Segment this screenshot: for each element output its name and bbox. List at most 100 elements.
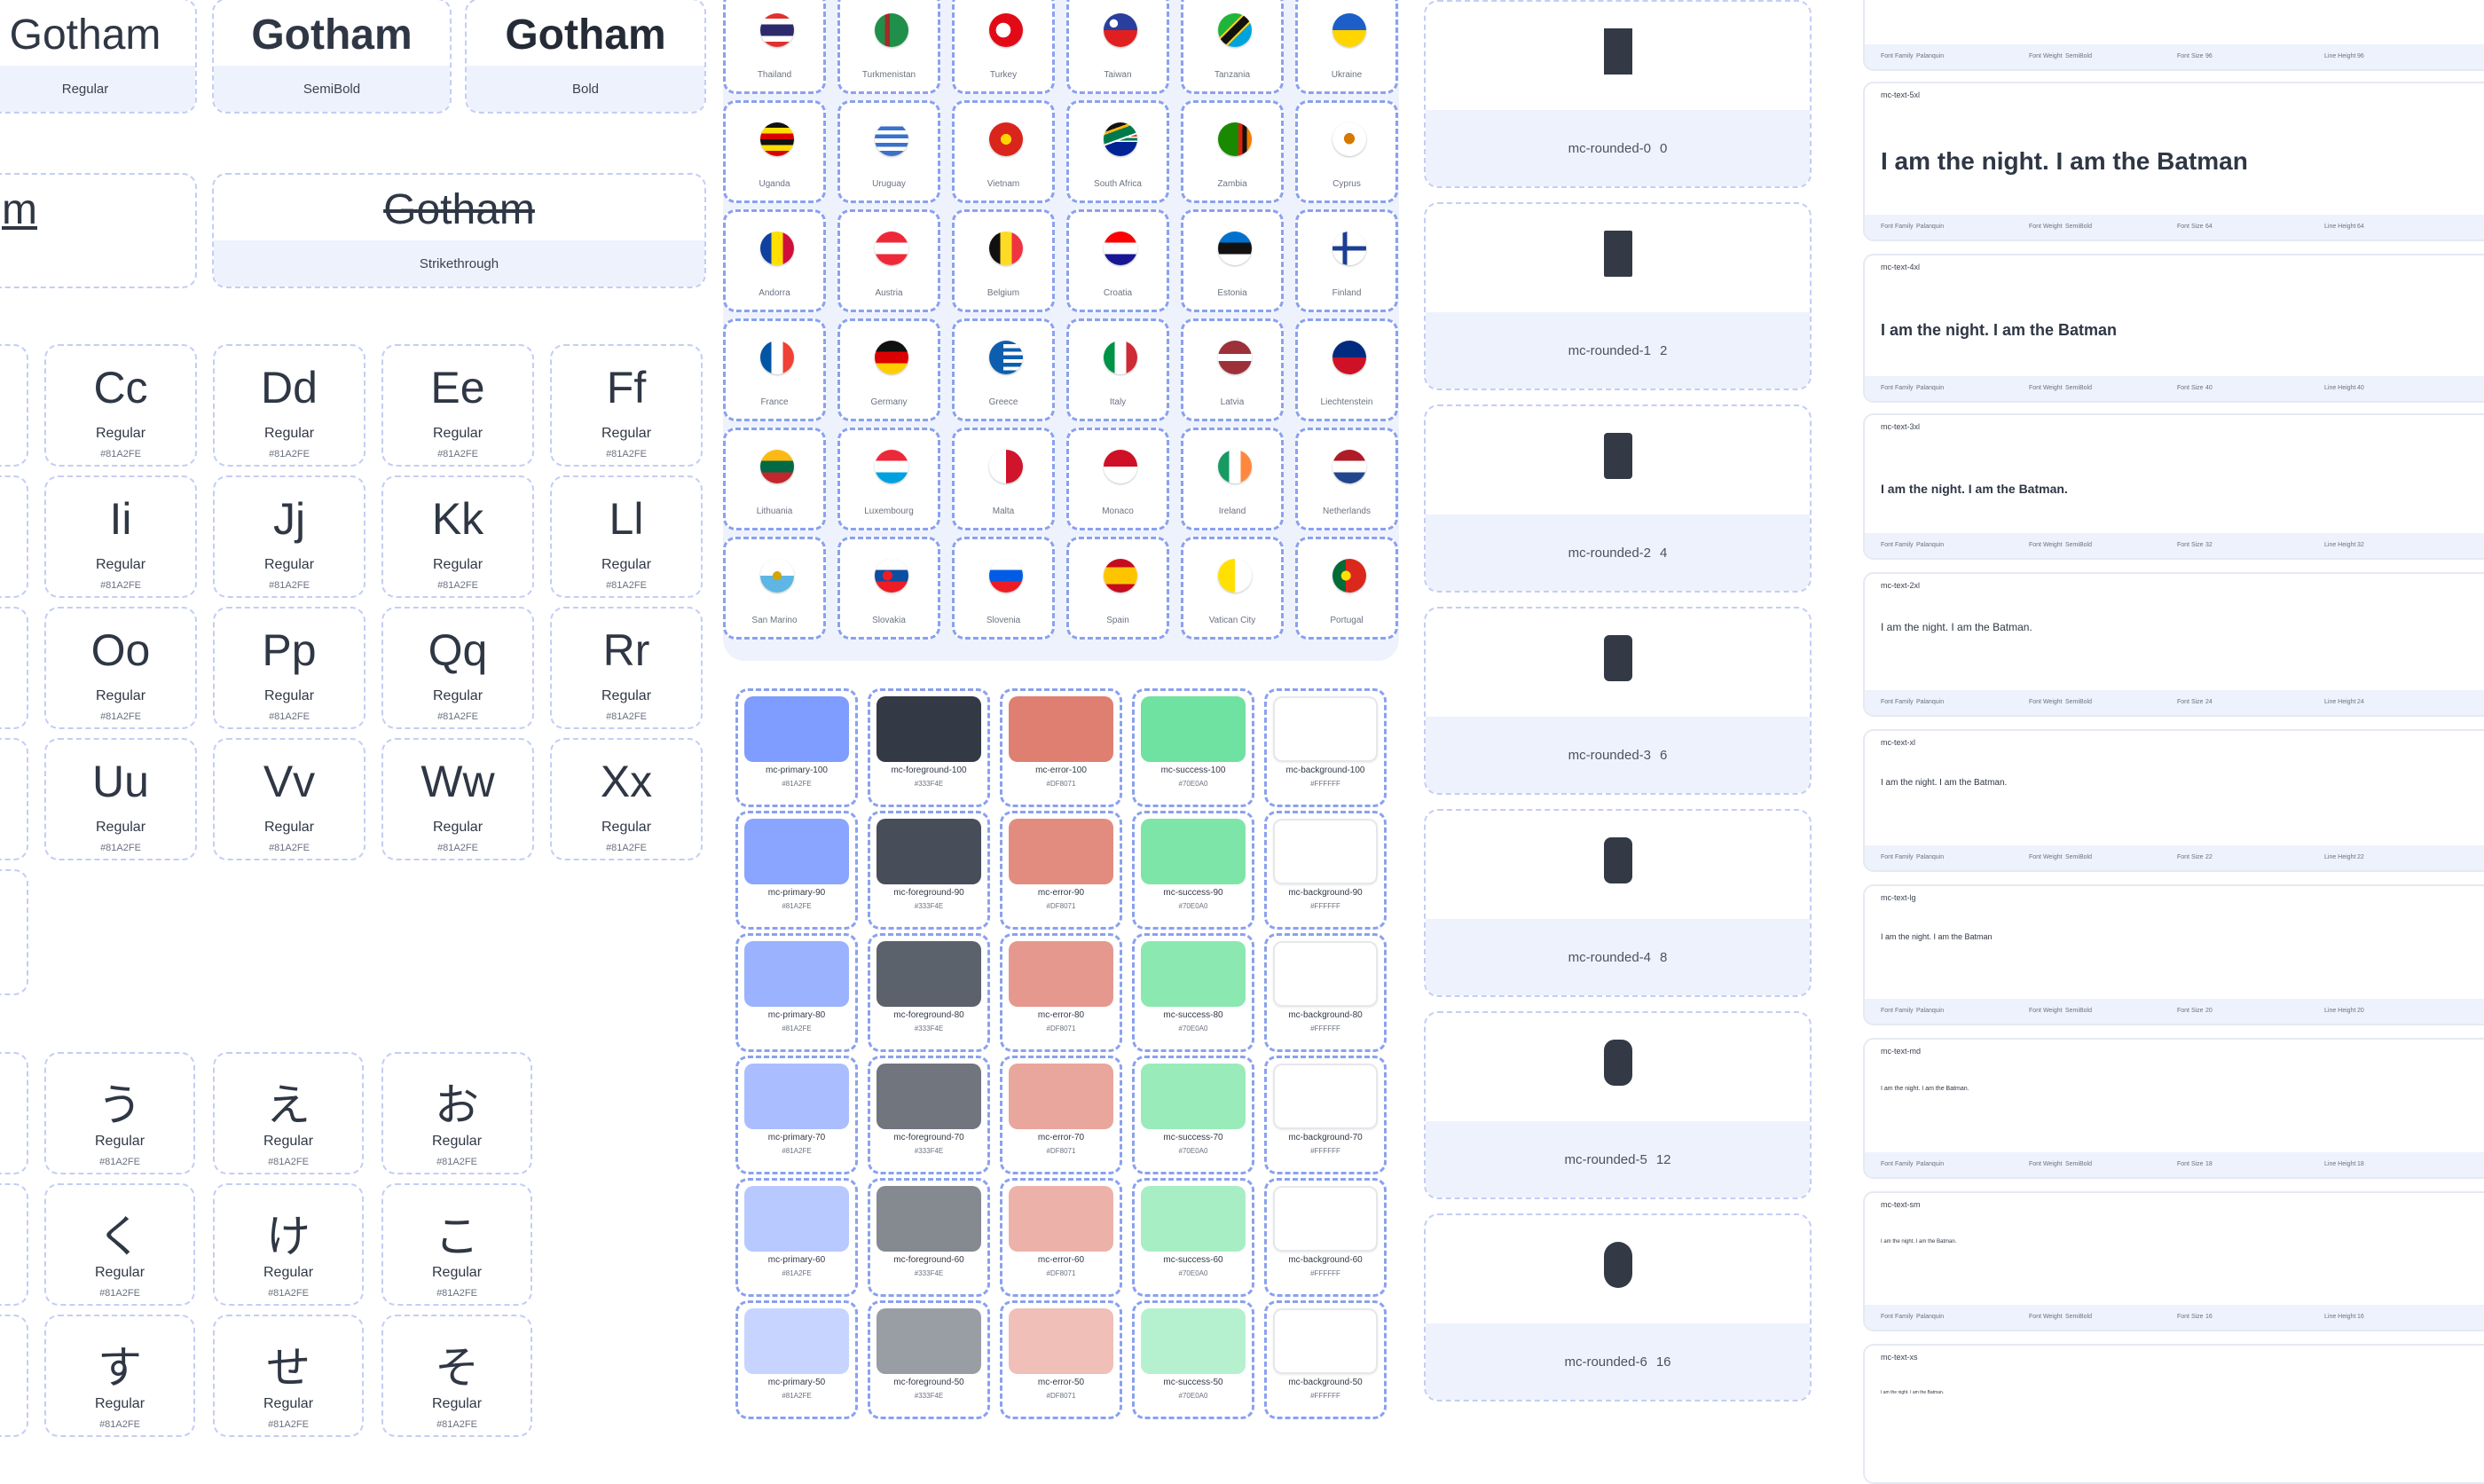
- glyph-weight: Regular: [263, 820, 315, 835]
- color-swatch[interactable]: mc-foreground-50 #333F4E: [868, 1300, 990, 1419]
- rounded-value: 6: [1660, 747, 1668, 763]
- type-meta-text: Font Size: [2177, 854, 2204, 860]
- glyph-sample: Qq: [428, 625, 488, 675]
- color-swatch[interactable]: mc-success-70 #70E0A0: [1132, 1056, 1254, 1174]
- swatch-token-name: mc-foreground-70: [893, 1133, 964, 1142]
- finland-flag-icon: [1332, 232, 1366, 265]
- glyph-weight: Regular: [263, 1396, 314, 1411]
- france-flag-icon: [760, 341, 794, 374]
- color-swatch[interactable]: mc-error-80 #DF8071: [1000, 933, 1122, 1052]
- swatch-color-box: [744, 1064, 849, 1129]
- swatch-color-box: [1141, 1064, 1246, 1129]
- greece-flag-icon: [989, 341, 1023, 374]
- type-meta-text: 18: [2357, 1161, 2364, 1167]
- swatch-color-box: [1141, 1308, 1246, 1374]
- type-meta-text: 24: [2205, 699, 2213, 705]
- color-swatch[interactable]: mc-primary-60 #81A2FE: [735, 1178, 858, 1297]
- type-meta-text: Font Weight: [2029, 385, 2063, 391]
- color-swatch[interactable]: mc-foreground-70 #333F4E: [868, 1056, 990, 1174]
- type-meta-text: Line Height: [2324, 542, 2356, 548]
- color-swatch[interactable]: mc-primary-90 #81A2FE: [735, 811, 858, 930]
- color-swatch[interactable]: mc-error-90 #DF8071: [1000, 811, 1122, 930]
- type-meta-text: 24: [2357, 699, 2364, 705]
- glyph-card: Vv Regular #81A2FE: [213, 738, 366, 860]
- color-swatch[interactable]: mc-error-70 #DF8071: [1000, 1056, 1122, 1174]
- glyph-weight: Regular: [95, 557, 146, 572]
- flag-tile: Lithuania: [723, 428, 826, 530]
- swatch-color-box: [1273, 1186, 1378, 1252]
- color-swatch[interactable]: mc-primary-100 #81A2FE: [735, 688, 858, 807]
- color-swatch[interactable]: mc-background-80 #FFFFFF: [1264, 933, 1387, 1052]
- type-meta-text: SemiBold: [2065, 385, 2092, 391]
- swatch-hex: #70E0A0: [1178, 780, 1208, 788]
- color-swatch[interactable]: mc-foreground-80 #333F4E: [868, 933, 990, 1052]
- glyph-weight: Regular: [431, 1396, 483, 1411]
- glyph-color-hex: #81A2FE: [269, 711, 310, 722]
- thailand-flag-icon: [760, 13, 794, 47]
- swatch-hex: #333F4E: [914, 1269, 944, 1277]
- color-swatch[interactable]: mc-foreground-90 #333F4E: [868, 811, 990, 930]
- glyph-sample: そ: [435, 1343, 479, 1393]
- color-swatch[interactable]: mc-background-90 #FFFFFF: [1264, 811, 1387, 930]
- font-style-label: Strikethrough: [214, 240, 704, 287]
- swatch-token-name: mc-error-90: [1037, 888, 1085, 898]
- type-meta-text: Font Family: [1881, 53, 1914, 59]
- type-meta-text: Font Family: [1881, 1161, 1914, 1167]
- swatch-token-name: mc-background-80: [1288, 1010, 1363, 1020]
- swatch-hex: #FFFFFF: [1310, 1147, 1340, 1155]
- color-swatch[interactable]: mc-success-60 #70E0A0: [1132, 1178, 1254, 1297]
- swatch-hex: #DF8071: [1046, 1392, 1076, 1400]
- flag-tile: Latvia: [1181, 318, 1284, 421]
- rounded-token: mc-rounded-4: [1568, 949, 1652, 965]
- flag-tile: Luxembourg: [837, 428, 940, 530]
- glyph-weight: Regular: [432, 426, 483, 441]
- rounded-label: mc-rounded-4 8: [1426, 919, 1810, 995]
- color-swatch[interactable]: mc-success-100 #70E0A0: [1132, 688, 1254, 807]
- color-swatch[interactable]: mc-success-90 #70E0A0: [1132, 811, 1254, 930]
- color-swatch[interactable]: mc-error-50 #DF8071: [1000, 1300, 1122, 1419]
- glyph-color-hex: #81A2FE: [100, 711, 141, 722]
- flag-tile: Liechtenstein: [1295, 318, 1398, 421]
- glyph-color-hex: #81A2FE: [99, 1288, 140, 1299]
- swatch-color-box: [1273, 819, 1378, 884]
- color-swatch[interactable]: mc-error-100 #DF8071: [1000, 688, 1122, 807]
- glyph-card-partial: [0, 475, 28, 598]
- color-swatch[interactable]: mc-foreground-100 #333F4E: [868, 688, 990, 807]
- flag-tile: Uganda: [723, 100, 826, 203]
- flag-name: France: [760, 397, 789, 407]
- color-swatch[interactable]: mc-error-60 #DF8071: [1000, 1178, 1122, 1297]
- glyph-card: Ee Regular #81A2FE: [381, 344, 534, 467]
- flag-tile: Slovenia: [952, 537, 1055, 640]
- swatch-token-name: mc-foreground-100: [891, 766, 967, 775]
- flag-tile: South Africa: [1066, 100, 1169, 203]
- flag-name: Taiwan: [1104, 70, 1132, 80]
- color-swatch[interactable]: mc-success-80 #70E0A0: [1132, 933, 1254, 1052]
- color-swatch[interactable]: mc-primary-80 #81A2FE: [735, 933, 858, 1052]
- glyph-weight: Regular: [263, 1265, 314, 1280]
- glyph-color-hex: #81A2FE: [268, 1419, 309, 1430]
- color-swatch[interactable]: mc-primary-50 #81A2FE: [735, 1300, 858, 1419]
- type-meta-text: Line Height: [2324, 224, 2356, 230]
- color-swatch[interactable]: mc-primary-70 #81A2FE: [735, 1056, 858, 1174]
- type-scale-card: mc-text-sm I am the night. I am the Batma…: [1863, 1191, 2484, 1331]
- type-meta-text: Line Height: [2324, 53, 2356, 59]
- glyph-weight: Regular: [432, 557, 483, 572]
- flag-tile: Taiwan: [1066, 0, 1169, 94]
- color-swatch[interactable]: mc-background-60 #FFFFFF: [1264, 1178, 1387, 1297]
- glyph-weight: Regular: [431, 1265, 483, 1280]
- color-swatch[interactable]: mc-success-50 #70E0A0: [1132, 1300, 1254, 1419]
- rounded-label: mc-rounded-1 2: [1426, 312, 1810, 389]
- glyph-sample: え: [266, 1080, 310, 1130]
- swatch-hex: #DF8071: [1046, 1025, 1076, 1033]
- rounded-value: 0: [1660, 140, 1668, 156]
- font-sample: Gotham: [9, 12, 161, 59]
- flag-tile: Cyprus: [1295, 100, 1398, 203]
- glyph-weight: Regular: [95, 820, 146, 835]
- color-swatch[interactable]: mc-background-100 #FFFFFF: [1264, 688, 1387, 807]
- color-swatch[interactable]: mc-background-50 #FFFFFF: [1264, 1300, 1387, 1419]
- rounded-value: 4: [1660, 545, 1668, 561]
- glyph-weight: Regular: [263, 1134, 314, 1149]
- color-swatch[interactable]: mc-background-70 #FFFFFF: [1264, 1056, 1387, 1174]
- swatch-token-name: mc-foreground-50: [893, 1378, 964, 1387]
- color-swatch[interactable]: mc-foreground-60 #333F4E: [868, 1178, 990, 1297]
